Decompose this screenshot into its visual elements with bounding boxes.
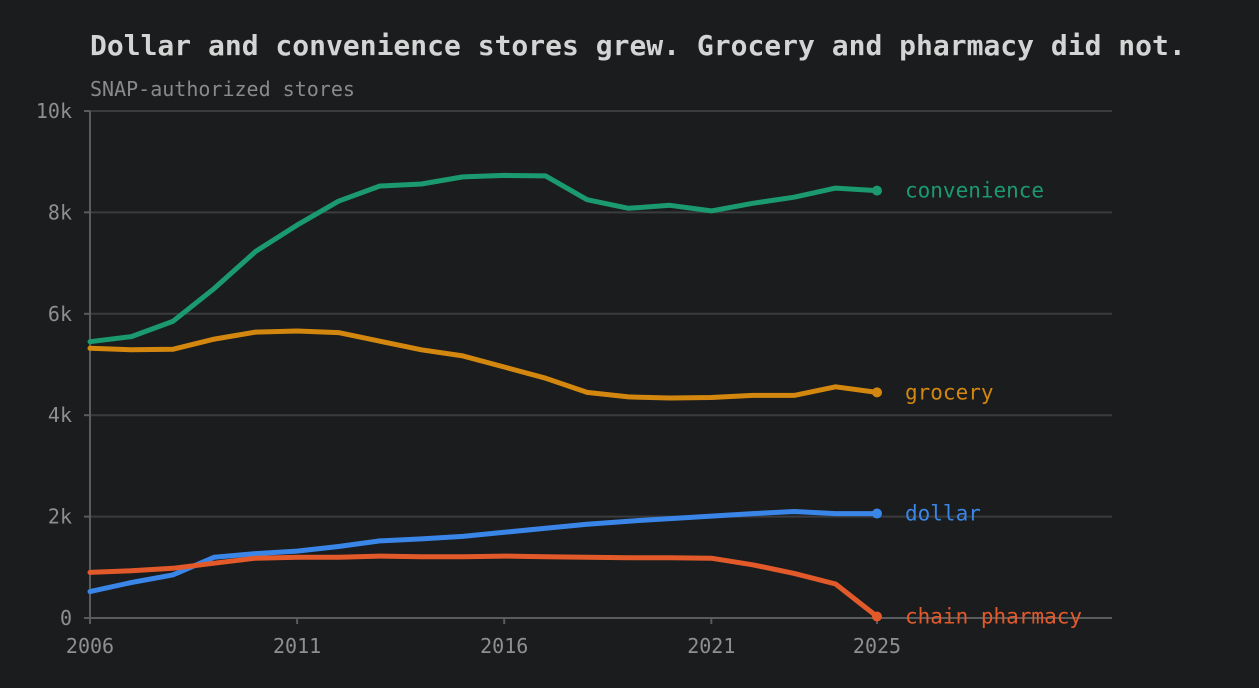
chart-subtitle: SNAP-authorized stores xyxy=(90,77,355,101)
series-end-dot-convenience xyxy=(872,185,882,196)
y-tick-label: 2k xyxy=(48,505,72,529)
series-end-dot-dollar xyxy=(872,508,882,519)
x-tick-label: 2021 xyxy=(687,634,735,658)
series-label-grocery: grocery xyxy=(905,380,994,404)
series-line-chain-pharmacy xyxy=(87,553,880,619)
y-tick-label: 4k xyxy=(48,403,72,427)
series-end-dot-grocery xyxy=(872,387,882,398)
series-line-dollar xyxy=(87,509,880,595)
series-end-dot-chain-pharmacy xyxy=(872,611,882,622)
y-tick-label: 8k xyxy=(48,200,72,224)
x-tick-label: 2006 xyxy=(66,634,114,658)
y-tick-label: 6k xyxy=(48,302,72,326)
series-label-convenience: convenience xyxy=(905,179,1044,203)
series-labels: convenience grocery dollar chain pharmacy xyxy=(872,179,1082,628)
x-tick-label: 2016 xyxy=(480,634,528,658)
series-label-dollar: dollar xyxy=(905,502,981,526)
y-tick-label: 10k xyxy=(36,99,72,123)
y-tick-label: 0 xyxy=(60,606,72,630)
series-label-chain-pharmacy: chain pharmacy xyxy=(905,604,1082,628)
x-tick-label: 2025 xyxy=(853,634,901,658)
axes: 0 2k 4k 6k 8k 10k 2006 2011 2016 2021 2025 xyxy=(36,99,1112,658)
x-tick-label: 2011 xyxy=(273,634,321,658)
chart-title: Dollar and convenience stores grew. Groc… xyxy=(90,29,1186,62)
series-lines xyxy=(87,172,880,619)
series-line-grocery xyxy=(87,328,880,401)
gridlines xyxy=(90,110,1112,518)
series-line-convenience xyxy=(87,172,880,345)
